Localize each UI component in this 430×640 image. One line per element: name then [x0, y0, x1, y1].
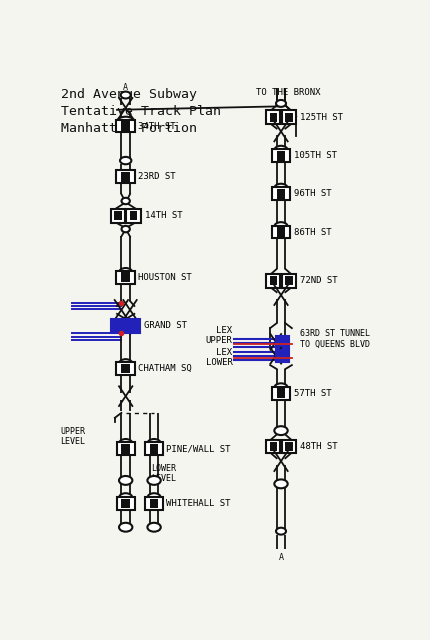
Text: 2nd Avenue Subway
Tentative Track Plan
Manhattan Portion: 2nd Avenue Subway Tentative Track Plan M…	[60, 88, 220, 134]
Bar	[121, 364, 130, 374]
Bar	[126, 209, 140, 223]
Bar	[281, 274, 295, 288]
Ellipse shape	[119, 439, 132, 448]
Text: LEX
LOWER: LEX LOWER	[205, 348, 232, 367]
Text: 72ND ST: 72ND ST	[299, 276, 337, 285]
Bar	[149, 444, 158, 454]
Text: 23RD ST: 23RD ST	[138, 172, 175, 181]
Ellipse shape	[275, 100, 286, 107]
Bar	[114, 211, 121, 220]
Bar	[121, 499, 130, 509]
Text: 57TH ST: 57TH ST	[293, 388, 331, 397]
Bar	[271, 187, 289, 200]
Bar	[271, 226, 289, 239]
Bar	[285, 113, 292, 122]
Text: PINE/WALL ST: PINE/WALL ST	[166, 444, 230, 453]
Text: 48TH ST: 48TH ST	[299, 442, 337, 451]
Bar	[116, 362, 135, 375]
Bar	[116, 120, 135, 132]
Bar	[276, 227, 285, 237]
Bar	[116, 170, 135, 183]
Bar	[266, 110, 280, 124]
Ellipse shape	[274, 146, 287, 155]
Text: TO THE BRONX: TO THE BRONX	[255, 88, 320, 97]
Text: LOWER
LEVEL: LOWER LEVEL	[150, 464, 175, 483]
Ellipse shape	[119, 523, 132, 532]
Ellipse shape	[116, 116, 135, 127]
Text: HOUSTON ST: HOUSTON ST	[138, 273, 192, 282]
Text: 105TH ST: 105TH ST	[293, 151, 336, 160]
Text: A: A	[123, 83, 128, 92]
Bar	[116, 497, 135, 510]
Ellipse shape	[121, 198, 129, 204]
Bar	[266, 440, 280, 453]
Ellipse shape	[147, 439, 160, 448]
Ellipse shape	[119, 268, 132, 277]
Bar	[121, 172, 130, 182]
Text: 125TH ST: 125TH ST	[299, 113, 342, 122]
Ellipse shape	[120, 92, 130, 99]
Bar	[275, 350, 289, 362]
Text: 34TH ST: 34TH ST	[138, 122, 175, 131]
Bar	[276, 150, 285, 161]
Ellipse shape	[275, 528, 286, 534]
Bar	[121, 121, 130, 131]
Bar	[281, 110, 295, 124]
Bar	[285, 276, 292, 285]
Bar	[126, 319, 140, 333]
Bar	[269, 113, 276, 122]
Bar	[275, 336, 289, 348]
Text: A: A	[278, 553, 283, 562]
Bar	[271, 387, 289, 399]
Ellipse shape	[274, 426, 287, 435]
Text: 96TH ST: 96TH ST	[293, 189, 331, 198]
Bar	[276, 189, 285, 198]
Ellipse shape	[119, 476, 132, 485]
Bar	[144, 442, 163, 455]
Ellipse shape	[121, 226, 129, 232]
Bar	[111, 319, 125, 333]
Text: 86TH ST: 86TH ST	[293, 228, 331, 237]
Text: LEX
UPPER: LEX UPPER	[205, 326, 232, 345]
Ellipse shape	[147, 476, 160, 485]
Bar	[281, 440, 295, 453]
Text: WHITEHALL ST: WHITEHALL ST	[166, 499, 230, 508]
Bar	[276, 388, 285, 398]
Text: UPPER
LEVEL: UPPER LEVEL	[60, 427, 86, 446]
Ellipse shape	[274, 184, 287, 193]
Ellipse shape	[119, 493, 132, 502]
Ellipse shape	[274, 222, 287, 231]
Bar	[269, 442, 276, 451]
Bar	[111, 209, 125, 223]
Bar	[285, 442, 292, 451]
Bar	[144, 497, 163, 510]
Ellipse shape	[119, 359, 132, 368]
Text: 63RD ST TUNNEL
TO QUEENS BLVD: 63RD ST TUNNEL TO QUEENS BLVD	[300, 329, 369, 349]
Bar	[271, 149, 289, 162]
Bar	[116, 271, 135, 284]
Ellipse shape	[147, 493, 160, 502]
Bar	[121, 273, 130, 282]
Ellipse shape	[120, 157, 131, 164]
Bar	[121, 444, 130, 454]
Text: CHATHAM SQ: CHATHAM SQ	[138, 364, 192, 373]
Bar	[266, 274, 280, 288]
Text: GRAND ST: GRAND ST	[144, 321, 187, 330]
Ellipse shape	[147, 523, 160, 532]
Bar	[116, 442, 135, 455]
Bar	[129, 211, 137, 220]
Bar	[149, 499, 158, 509]
Ellipse shape	[274, 479, 287, 488]
Bar	[269, 276, 276, 285]
Text: 14TH ST: 14TH ST	[144, 211, 182, 220]
Ellipse shape	[274, 383, 287, 392]
